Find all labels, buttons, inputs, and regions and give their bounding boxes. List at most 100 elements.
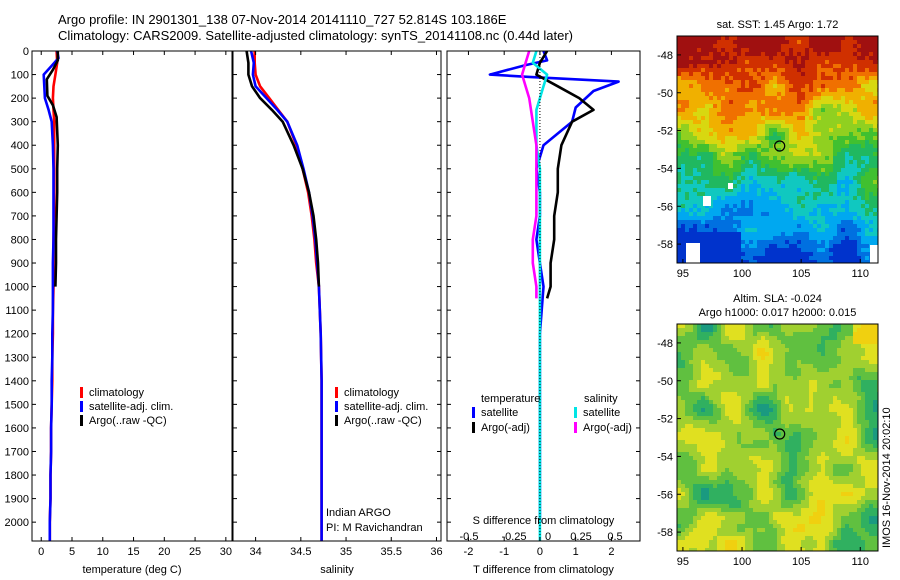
map-cell (817, 196, 822, 201)
map-cell (749, 192, 754, 197)
map-cell (753, 84, 758, 89)
map-cell (821, 112, 826, 117)
map-cell (681, 92, 686, 97)
map-cell (785, 88, 790, 93)
map-cell (729, 124, 734, 129)
map-cell (749, 108, 754, 113)
map-cell (677, 440, 682, 445)
map-cell (761, 324, 766, 329)
map-cell (833, 348, 838, 353)
map-cell (853, 452, 858, 457)
map-cell (709, 160, 714, 165)
map-cell (833, 420, 838, 425)
map-cell (717, 324, 722, 329)
map-cell (733, 216, 738, 221)
map-cell (749, 368, 754, 373)
map-cell (869, 328, 874, 333)
map-cell (789, 356, 794, 361)
map-cell (713, 76, 718, 81)
map-cell (745, 452, 750, 457)
map-cell (833, 136, 838, 141)
map-cell (689, 452, 694, 457)
map-cell (837, 436, 842, 441)
difference-frame (446, 50, 641, 542)
map-cell (693, 344, 698, 349)
map-cell (705, 448, 710, 453)
map-cell (685, 448, 690, 453)
map-cell (725, 72, 730, 77)
map-cell (821, 216, 826, 221)
map-cell (861, 364, 866, 369)
map-cell (733, 176, 738, 181)
map-cell (809, 420, 814, 425)
map-cell (725, 368, 730, 373)
map-cell (693, 364, 698, 369)
map-cell (781, 336, 786, 341)
map-cell (765, 184, 770, 189)
map-cell (749, 404, 754, 409)
map-cell (857, 252, 862, 257)
map-cell (805, 344, 810, 349)
map-cell (705, 220, 710, 225)
map-cell (777, 68, 782, 73)
map-cell (861, 80, 866, 85)
map-cell (821, 136, 826, 141)
map-cell (689, 404, 694, 409)
map-cell (805, 204, 810, 209)
map-cell (725, 432, 730, 437)
map-cell (773, 80, 778, 85)
map-cell (705, 180, 710, 185)
map-cell (677, 260, 682, 265)
map-cell (677, 424, 682, 429)
map-cell (713, 396, 718, 401)
map-cell (829, 104, 834, 109)
map-cell (709, 48, 714, 53)
map-cell (681, 236, 686, 241)
map-cell (677, 232, 682, 237)
map-cell (861, 228, 866, 233)
map-cell (681, 48, 686, 53)
map-cell (737, 200, 742, 205)
map-cell (733, 40, 738, 45)
temperature-series-line (45, 51, 60, 287)
map-cell (777, 164, 782, 169)
map-cell (717, 432, 722, 437)
map-cell (789, 456, 794, 461)
map-cell (777, 420, 782, 425)
map-cell (737, 204, 742, 209)
map-cell (713, 84, 718, 89)
map-cell (745, 404, 750, 409)
map-cell (785, 136, 790, 141)
map-cell (677, 176, 682, 181)
map-cell (857, 184, 862, 189)
map-cell (825, 120, 830, 125)
map-cell (757, 380, 762, 385)
map-cell (681, 456, 686, 461)
map-cell (857, 124, 862, 129)
map-cell (813, 228, 818, 233)
map-cell (757, 236, 762, 241)
map-cell (749, 68, 754, 73)
map-cell (749, 112, 754, 117)
map-cell (729, 128, 734, 133)
map-cell (689, 400, 694, 405)
map-cell (833, 96, 838, 101)
map-cell (685, 124, 690, 129)
x-axis-label: T difference from climatology (473, 564, 614, 576)
map-cell (865, 444, 870, 449)
map-cell (797, 396, 802, 401)
map-cell (825, 68, 830, 73)
map-cell (729, 152, 734, 157)
map-cell (717, 132, 722, 137)
map-cell (753, 128, 758, 133)
map-cell (781, 200, 786, 205)
map-cell (685, 340, 690, 345)
map-cell (813, 204, 818, 209)
map-cell (705, 260, 710, 265)
map-cell (865, 108, 870, 113)
map-cell (721, 324, 726, 329)
map-cell (737, 216, 742, 221)
map-cell (725, 408, 730, 413)
map-cell (857, 192, 862, 197)
map-cell (729, 384, 734, 389)
